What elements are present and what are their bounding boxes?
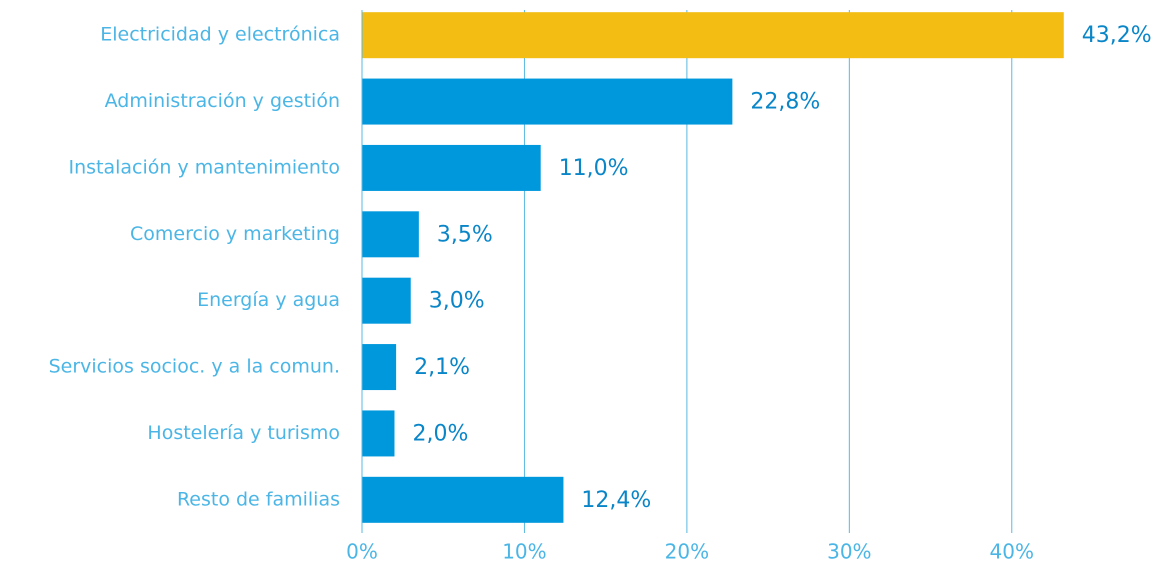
category-label: Administración y gestión (105, 90, 340, 112)
value-label: 2,1% (414, 355, 470, 380)
category-label: Energía y agua (197, 289, 340, 311)
value-label: 12,4% (581, 488, 651, 513)
value-label: 3,5% (437, 222, 493, 247)
x-tick-label: 40% (990, 540, 1034, 564)
value-label: 43,2% (1082, 23, 1152, 48)
value-label: 22,8% (750, 90, 820, 115)
x-tick-label: 30% (827, 540, 871, 564)
category-label: Electricidad y electrónica (100, 24, 340, 46)
category-label: Servicios socioc. y a la comun. (49, 356, 340, 378)
value-label: 11,0% (559, 156, 629, 181)
value-label: 3,0% (429, 289, 485, 314)
x-tick-label: 20% (665, 540, 709, 564)
bar (362, 145, 541, 191)
x-tick-label: 0% (346, 540, 378, 564)
x-tick-label: 10% (502, 540, 546, 564)
value-label: 2,0% (412, 421, 468, 446)
bar (362, 477, 563, 523)
bar (362, 278, 411, 324)
bar (362, 410, 394, 456)
category-label: Instalación y mantenimiento (68, 156, 340, 178)
bar (362, 344, 396, 390)
bar (362, 211, 419, 257)
bar (362, 79, 732, 125)
chart: 0% 10% 20% 30% 40% Electricidad y electrónica… (0, 0, 1166, 571)
category-label: Comercio y marketing (130, 223, 340, 245)
category-label: Hostelería y turismo (147, 422, 340, 444)
bar (362, 12, 1064, 58)
category-label: Resto de familias (177, 488, 340, 510)
